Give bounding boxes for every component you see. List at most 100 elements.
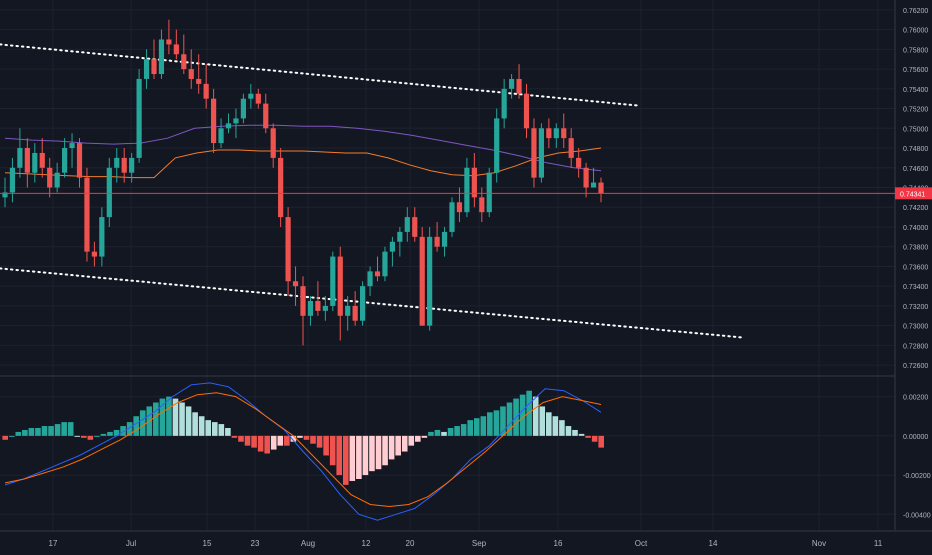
candle (136, 69, 142, 163)
macd-histogram-bar (493, 410, 500, 436)
macd-histogram-bar (559, 420, 565, 436)
macd-histogram-bar (153, 402, 159, 436)
candle (218, 118, 224, 149)
candle-body (441, 231, 448, 247)
candle (315, 281, 321, 316)
candle-body (516, 78, 522, 94)
macd-histogram-bar (15, 431, 22, 436)
last-price-tag-bg (895, 187, 932, 200)
candle (158, 29, 165, 79)
macd-histogram-bar (506, 402, 513, 436)
macd-histogram-bar (107, 431, 113, 436)
macd-histogram-bar (48, 426, 54, 436)
trendlines[interactable] (0, 43, 744, 339)
candle (129, 152, 135, 183)
macd-histogram-bar (532, 396, 539, 436)
macd-pane (2, 382, 604, 521)
candle (166, 19, 172, 55)
candle (419, 226, 425, 326)
candle-body (218, 128, 224, 144)
macd-histogram-bar (369, 435, 375, 472)
macd-histogram-bar (316, 435, 323, 448)
macd-histogram-bar (428, 431, 434, 436)
macd-histogram-bar (447, 428, 454, 436)
candle (449, 197, 455, 237)
macd-axis[interactable]: 0.00200 0.00000 -0.00200 -0.00400 (903, 395, 931, 520)
candle-body (427, 236, 433, 326)
candle-body (2, 192, 8, 198)
candle (84, 167, 90, 262)
candle-body (509, 78, 515, 89)
candle (9, 157, 16, 203)
candle (397, 226, 403, 257)
candle (382, 246, 388, 282)
time-tick-label: 14 (709, 539, 718, 548)
candle-body (494, 118, 500, 173)
macd-histogram-bar (74, 435, 81, 437)
macd-histogram-bar (441, 431, 447, 436)
candle-body (285, 217, 291, 282)
time-tick-label: 23 (251, 539, 260, 548)
candle-body (99, 217, 105, 257)
candle (531, 118, 537, 188)
candle-body (374, 271, 381, 277)
candle (523, 83, 530, 139)
macd-histogram-bar (120, 426, 126, 436)
candle (412, 207, 418, 242)
candle-body (114, 157, 120, 168)
macd-histogram-bar (382, 435, 388, 466)
candle-body (17, 148, 23, 168)
candle (196, 54, 202, 94)
candle (121, 148, 127, 183)
candle (404, 207, 410, 242)
candle (17, 128, 23, 178)
price-tick-label: 0.73200 (903, 304, 928, 311)
macd-histogram-bar (454, 426, 460, 436)
candle (181, 34, 187, 75)
price-tick-label: 0.75600 (903, 67, 928, 74)
candle-body (255, 93, 261, 104)
macd-histogram-bar (401, 435, 408, 452)
candle-body (9, 167, 16, 193)
candle-body (69, 143, 75, 149)
candle (494, 108, 500, 183)
candle (374, 256, 381, 282)
macd-histogram-bar (585, 435, 591, 438)
candle-body (203, 83, 209, 99)
macd-histogram-bar (54, 424, 61, 436)
candle (54, 162, 60, 193)
candle-body (278, 157, 284, 218)
candle-body (568, 138, 574, 158)
macd-histogram-bar (211, 422, 218, 436)
macd-histogram-bar (185, 406, 192, 436)
grid (0, 0, 932, 532)
time-axis[interactable]: 17 Jul 15 23 Aug 12 20 Sep 16 Oct 14 Nov 11 (49, 539, 883, 548)
macd-histogram-bar (28, 428, 35, 436)
candle (509, 74, 515, 99)
candle-body (598, 182, 604, 194)
time-tick-label: Aug (301, 539, 315, 548)
candle-body (397, 231, 403, 242)
candle (360, 281, 366, 326)
candle (367, 266, 373, 297)
macd-histogram-bar (100, 433, 107, 436)
macd-histogram-bar (172, 398, 179, 436)
macd-histogram-bar (388, 435, 395, 460)
candle (352, 291, 358, 326)
candle (538, 123, 544, 183)
candles (2, 19, 604, 346)
trendline (0, 267, 744, 339)
price-tick-label: 0.75000 (903, 126, 928, 133)
candle-body (173, 44, 179, 55)
candle-body (188, 69, 194, 79)
macd-histogram-bar (487, 412, 493, 436)
candle (330, 251, 336, 311)
candle-body (121, 157, 127, 173)
macd-tick-label: -0.00400 (903, 512, 931, 519)
macd-histogram-bar (264, 435, 270, 454)
candle-body (263, 103, 269, 129)
price-tick-label: 0.76200 (903, 8, 928, 15)
macd-histogram-bar (94, 435, 100, 437)
candle (322, 296, 328, 321)
